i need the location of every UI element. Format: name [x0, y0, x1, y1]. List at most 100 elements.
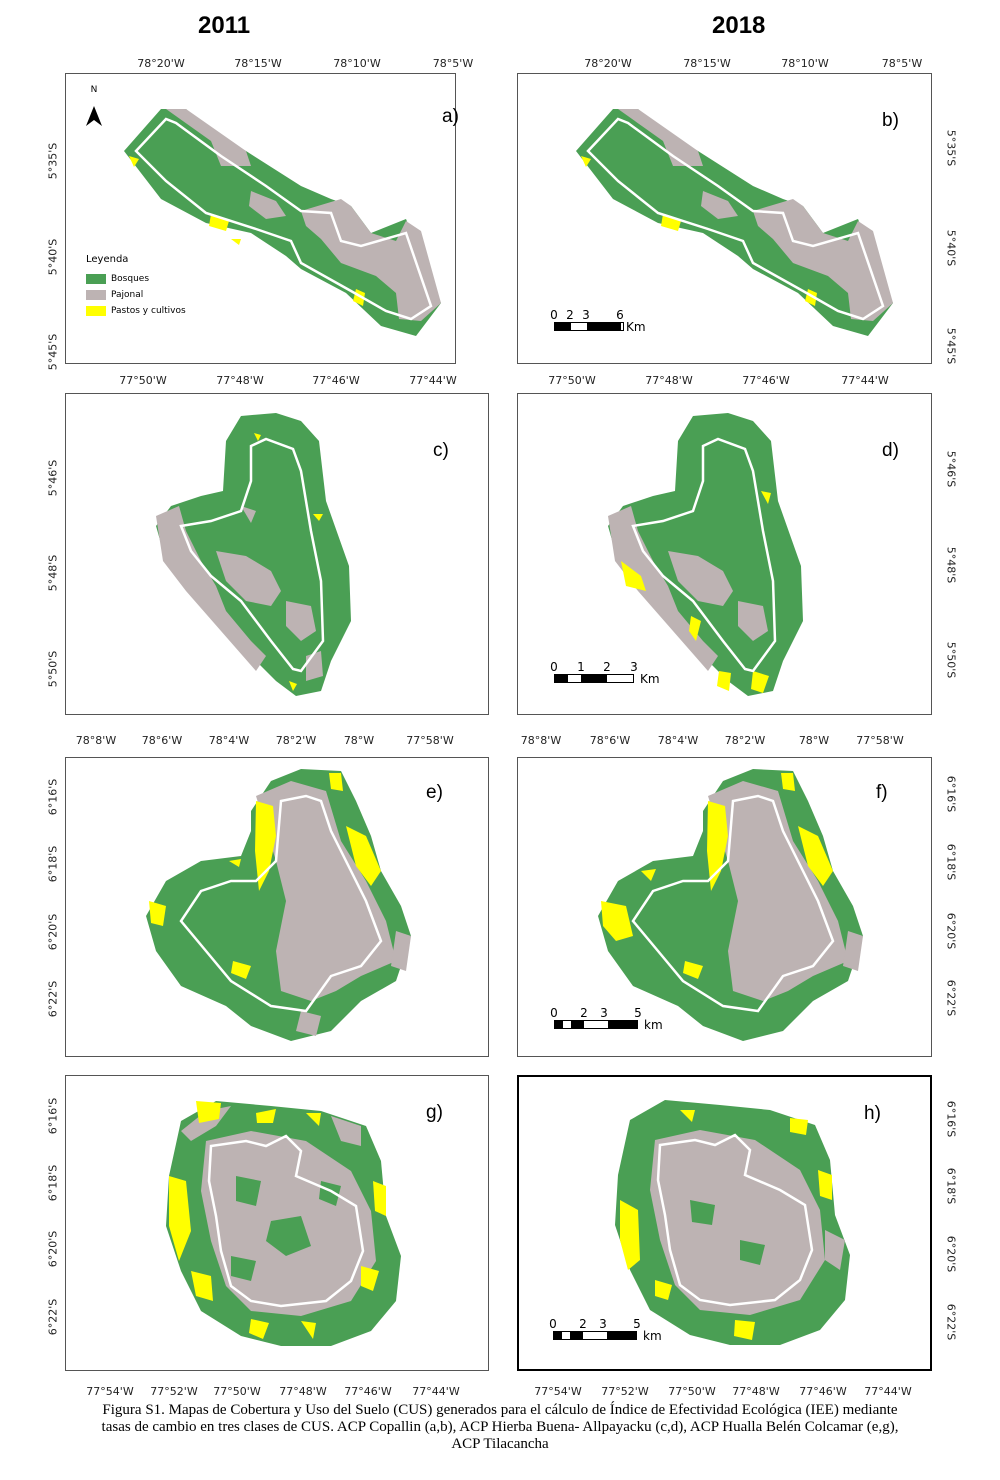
- panel-label-e: e): [426, 782, 443, 803]
- lat-tick-label: 5°46'S: [944, 450, 958, 488]
- lon-tick-label: 77°44'W: [412, 1385, 460, 1398]
- lon-tick-label: 78°10'W: [781, 57, 829, 70]
- lat-tick-label: 5°35'S: [944, 129, 958, 167]
- lon-tick-label: 77°52'W: [601, 1385, 649, 1398]
- lon-tick-label: 78°15'W: [683, 57, 731, 70]
- lon-tick-label: 77°52'W: [150, 1385, 198, 1398]
- map-panel-e: e): [65, 757, 489, 1057]
- lat-tick-label: 6°20'S: [46, 1230, 60, 1268]
- lon-tick-label: 78°2'W: [275, 734, 317, 747]
- lon-tick-label: 77°58'W: [406, 734, 454, 747]
- lat-tick-label: 5°50'S: [944, 641, 958, 679]
- lon-tick-label: 78°20'W: [137, 57, 185, 70]
- lon-tick-label: 77°50'W: [548, 374, 596, 387]
- lat-tick-label: 6°16'S: [944, 775, 958, 813]
- map-h-canvas: [615, 1100, 850, 1345]
- lon-tick-label: 77°44'W: [864, 1385, 912, 1398]
- map-f-canvas: [598, 769, 863, 1041]
- map-a-canvas: N: [86, 85, 441, 336]
- svg-text:N: N: [91, 85, 98, 95]
- lon-tick-label: 77°48'W: [645, 374, 693, 387]
- map-d-canvas: [608, 413, 803, 696]
- lon-tick-label: 78°6'W: [589, 734, 631, 747]
- lon-tick-label: 77°58'W: [856, 734, 904, 747]
- lat-tick-label: 6°22'S: [46, 1298, 60, 1336]
- caption-line-1: Figura S1. Mapas de Cobertura y Uso del …: [102, 1402, 898, 1418]
- lon-tick-label: 78°W: [343, 734, 375, 747]
- lon-tick-label: 78°15'W: [234, 57, 282, 70]
- north-arrow-icon: N: [86, 85, 102, 126]
- map-c-canvas: [156, 413, 351, 696]
- map-panel-h: h) 0 2 3 5 km: [517, 1075, 932, 1371]
- lat-tick-label: 5°35'S: [46, 142, 60, 180]
- panel-label-a: a): [442, 106, 459, 127]
- lon-tick-label: 78°5'W: [881, 57, 923, 70]
- lon-tick-label: 78°W: [798, 734, 830, 747]
- lat-tick-label: 5°48'S: [944, 546, 958, 584]
- scale-bar-b: 0 2 3 6 Km: [550, 308, 646, 334]
- lon-tick-label: 77°44'W: [409, 374, 457, 387]
- lat-tick-label: 6°18'S: [46, 845, 60, 883]
- lon-tick-label: 77°48'W: [216, 374, 264, 387]
- map-panel-a: N a) Leyenda Bosques Pajonal Pastos y cu…: [65, 73, 459, 364]
- lat-tick-label: 6°20'S: [944, 912, 958, 950]
- lon-tick-label: 77°44'W: [841, 374, 889, 387]
- lat-tick-label: 5°46'S: [46, 459, 60, 497]
- lat-tick-label: 6°22'S: [944, 1303, 958, 1341]
- figure-caption: Figura S1. Mapas de Cobertura y Uso del …: [20, 1402, 980, 1453]
- year-header-2018: 2018: [712, 12, 766, 39]
- lat-tick-label: 5°40'S: [944, 229, 958, 267]
- scale-bar-h: 0 2 3 5 km: [549, 1317, 662, 1343]
- lon-tick-label: 77°46'W: [742, 374, 790, 387]
- lon-tick-label: 77°46'W: [799, 1385, 847, 1398]
- legend-swatch-bosques: [86, 274, 106, 284]
- lon-tick-label: 78°4'W: [208, 734, 250, 747]
- map-panel-c: c): [65, 393, 489, 715]
- lat-tick-label: 6°18'S: [944, 1167, 958, 1205]
- legend-swatch-pajonal: [86, 290, 106, 300]
- lon-tick-label: 77°54'W: [534, 1385, 582, 1398]
- lat-tick-label: 6°16'S: [46, 778, 60, 816]
- lat-tick-label: 6°18'S: [944, 843, 958, 881]
- lon-tick-label: 77°46'W: [344, 1385, 392, 1398]
- caption-line-2: tasas de cambio en tres clases de CUS. A…: [101, 1419, 899, 1435]
- panel-label-c: c): [433, 440, 449, 461]
- map-panel-f: f) 0 2 3 5 km: [517, 757, 932, 1057]
- legend-item-pajonal: Pajonal: [86, 287, 186, 303]
- map-panel-d: d) 0 1 2 3 Km: [517, 393, 932, 715]
- legend-item-bosques: Bosques: [86, 271, 186, 287]
- lon-tick-label: 78°8'W: [520, 734, 562, 747]
- lat-tick-label: 5°48'S: [46, 554, 60, 592]
- lat-tick-label: 6°22'S: [46, 980, 60, 1018]
- lat-tick-label: 5°40'S: [46, 238, 60, 276]
- lon-tick-label: 78°20'W: [584, 57, 632, 70]
- caption-line-3: ACP Tilacancha: [451, 1436, 549, 1452]
- lon-tick-label: 78°8'W: [75, 734, 117, 747]
- panel-label-h: h): [864, 1103, 881, 1124]
- map-e-canvas: [146, 769, 411, 1041]
- lat-tick-label: 5°45'S: [944, 327, 958, 365]
- lon-tick-label: 77°54'W: [86, 1385, 134, 1398]
- legend-title: Leyenda: [86, 254, 129, 265]
- lat-tick-label: 6°18'S: [46, 1164, 60, 1202]
- panel-label-d: d): [882, 440, 899, 461]
- lon-tick-label: 77°50'W: [213, 1385, 261, 1398]
- year-header-2011: 2011: [198, 12, 251, 39]
- map-b-canvas: [576, 109, 893, 336]
- lon-tick-label: 77°48'W: [279, 1385, 327, 1398]
- legend-swatch-pastos: [86, 306, 106, 316]
- scale-bar-f: 0 2 3 5 km: [550, 1006, 663, 1032]
- lat-tick-label: 5°45'S: [46, 333, 60, 371]
- map-legend: Leyenda Bosques Pajonal Pastos y cultivo…: [86, 254, 186, 319]
- lat-tick-label: 6°20'S: [46, 913, 60, 951]
- map-panel-g: g): [65, 1075, 489, 1371]
- lat-tick-label: 6°20'S: [944, 1235, 958, 1273]
- panel-label-b: b): [882, 110, 899, 131]
- lat-tick-label: 6°16'S: [46, 1097, 60, 1135]
- lon-tick-label: 77°46'W: [312, 374, 360, 387]
- lon-tick-label: 78°6'W: [141, 734, 183, 747]
- legend-item-pastos: Pastos y cultivos: [86, 303, 186, 319]
- lon-tick-label: 78°4'W: [657, 734, 699, 747]
- lat-tick-label: 5°50'S: [46, 650, 60, 688]
- map-panel-b: b) 0 2 3 6 Km: [517, 73, 932, 364]
